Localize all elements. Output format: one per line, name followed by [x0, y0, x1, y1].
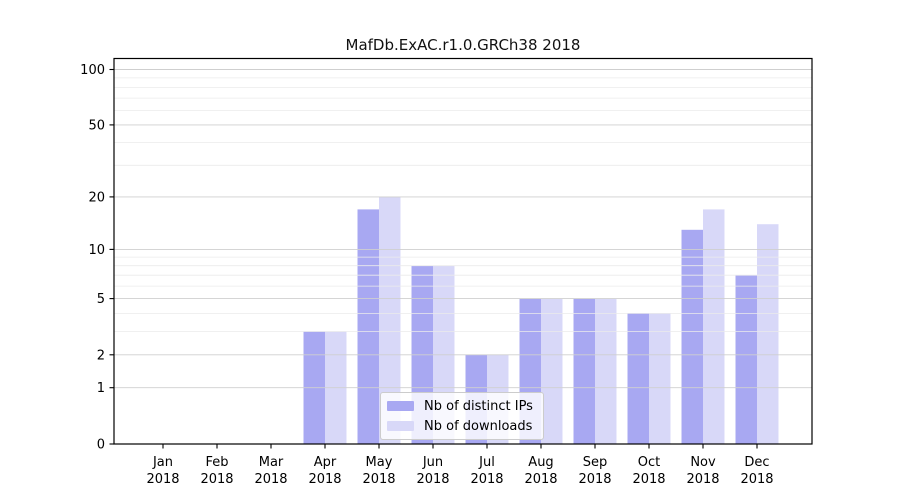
- x-tick-label-month: Dec: [744, 455, 769, 470]
- x-tick-label-year: 2018: [200, 472, 233, 487]
- x-tick-label-month: Nov: [690, 455, 716, 470]
- axes-frame: [113, 57, 813, 445]
- legend-label-distinct-ips: Nb of distinct IPs: [424, 398, 533, 414]
- x-tick-label-year: 2018: [146, 472, 179, 487]
- x-tick-label-month: May: [366, 455, 393, 470]
- x-tick-label-year: 2018: [632, 472, 665, 487]
- x-tick-label-month: Sep: [583, 455, 608, 470]
- legend-item-downloads: Nb of downloads: [387, 418, 533, 434]
- y-tick-label: 2: [97, 348, 105, 363]
- x-tick-label-month: Aug: [528, 455, 553, 470]
- legend-swatch-distinct-ips-icon: [387, 401, 414, 411]
- x-tick-label-month: Oct: [638, 455, 660, 470]
- legend: Nb of distinct IPs Nb of downloads: [380, 392, 544, 440]
- x-tick-label-month: Jan: [152, 455, 173, 470]
- y-tick-label: 100: [80, 63, 105, 78]
- bar-sep-2018-downloads: [595, 298, 617, 444]
- bar-may-2018-ips: [357, 209, 379, 444]
- y-tick-label: 10: [88, 243, 105, 258]
- bar-sep-2018-ips: [573, 298, 595, 444]
- x-tick-label-month: Feb: [205, 455, 228, 470]
- x-tick-label-month: Jul: [478, 455, 495, 470]
- chart-title: MafDb.ExAC.r1.0.GRCh38 2018: [345, 36, 581, 54]
- x-tick-label-year: 2018: [308, 472, 341, 487]
- bar-aug-2018-downloads: [541, 298, 563, 444]
- x-tick-label-month: Apr: [314, 455, 337, 470]
- bar-dec-2018-ips: [735, 275, 757, 444]
- x-tick-label-year: 2018: [470, 472, 503, 487]
- x-tick-label-year: 2018: [416, 472, 449, 487]
- legend-label-downloads: Nb of downloads: [424, 418, 533, 434]
- bar-may-2018-downloads: [379, 196, 401, 444]
- x-tick-label-month: Mar: [259, 455, 284, 470]
- legend-swatch-downloads-icon: [387, 421, 414, 431]
- x-tick-label-year: 2018: [524, 472, 557, 487]
- bar-dec-2018-downloads: [757, 224, 779, 444]
- legend-item-distinct-ips: Nb of distinct IPs: [387, 398, 533, 414]
- x-tick-label-month: Jun: [422, 455, 443, 470]
- x-tick-label-year: 2018: [686, 472, 719, 487]
- y-tick-label: 20: [88, 190, 105, 205]
- y-tick-label: 50: [88, 118, 105, 133]
- y-tick-label: 1: [97, 381, 105, 396]
- y-tick-label: 5: [97, 292, 105, 307]
- x-tick-label-year: 2018: [740, 472, 773, 487]
- x-tick-label-year: 2018: [254, 472, 287, 487]
- bar-nov-2018-ips: [681, 229, 703, 444]
- bar-nov-2018-downloads: [703, 209, 725, 444]
- y-tick-label: 0: [97, 438, 105, 453]
- bar-oct-2018-downloads: [649, 313, 671, 444]
- x-tick-label-year: 2018: [578, 472, 611, 487]
- bar-oct-2018-ips: [627, 313, 649, 444]
- x-tick-label-year: 2018: [362, 472, 395, 487]
